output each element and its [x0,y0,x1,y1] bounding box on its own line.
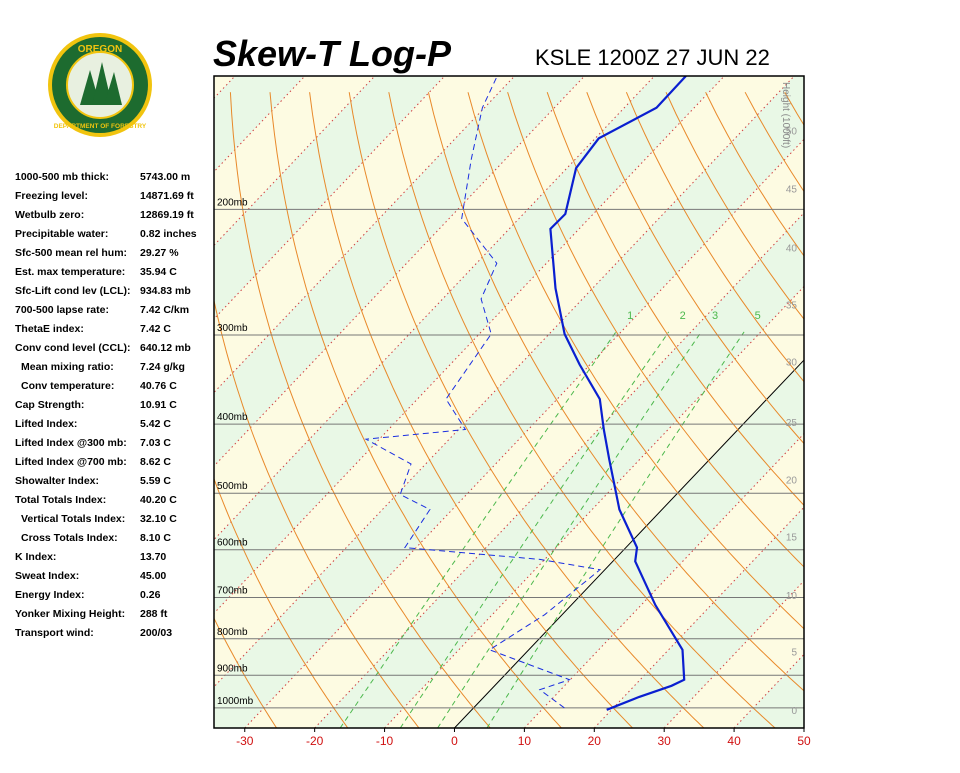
y-tick-label: 200mb [217,197,248,208]
x-tick-label: 10 [518,734,532,748]
chart-subtitle: KSLE 1200Z 27 JUN 22 [535,45,770,70]
x-tick-label: 30 [658,734,672,748]
index-label: Lifted Index @700 mb: [15,456,127,468]
logo-top: OREGON [78,44,122,55]
index-value: 5.59 C [140,475,171,487]
index-value: 40.20 C [140,494,177,506]
height-tick-label: 15 [786,533,798,544]
y-tick-label: 700mb [217,585,248,596]
index-value: 7.24 g/kg [140,361,185,373]
height-tick-label: 25 [786,418,798,429]
index-value: 35.94 C [140,266,177,278]
isotherm [804,76,960,728]
index-value: 5743.00 m [140,171,190,183]
index-value: 934.83 mb [140,285,191,297]
height-tick-label: 40 [786,243,798,254]
height-axis-label: Height (1000ft) [780,82,791,148]
index-value: 8.10 C [140,532,171,544]
x-tick-label: -30 [236,734,254,748]
band [804,76,960,728]
x-tick-label: -10 [376,734,394,748]
index-label: K Index: [15,551,56,563]
x-tick-label: 20 [588,734,602,748]
height-tick-label: 45 [786,185,798,196]
index-label: Cap Strength: [15,399,84,411]
index-label: Lifted Index: [15,418,77,430]
index-value: 32.10 C [140,513,177,525]
height-tick-label: 30 [786,358,798,369]
mixing-ratio-label: 1 [627,310,633,322]
index-value: 40.76 C [140,380,177,392]
index-label: Conv temperature: [21,380,114,392]
x-tick-label: 50 [797,734,811,748]
dry-adiabat [943,92,960,728]
index-label: Transport wind: [15,627,94,639]
index-label: Sweat Index: [15,570,79,582]
index-value: 8.62 C [140,456,171,468]
y-tick-label: 300mb [217,323,248,334]
logo-bottom: DEPARTMENT OF FORESTRY [54,123,147,130]
index-value: 10.91 C [140,399,177,411]
chart-title: Skew-T Log-P [213,33,452,74]
height-tick-label: 0 [791,706,797,717]
y-tick-label: 400mb [217,412,248,423]
index-label: Energy Index: [15,589,84,601]
mixing-ratio-label: 3 [712,310,718,322]
dry-adiabat [785,92,960,728]
index-label: 1000-500 mb thick: [15,171,109,183]
isotherm [874,76,960,728]
height-tick-label: 20 [786,475,798,486]
index-value: 5.42 C [140,418,171,430]
index-value: 14871.69 ft [140,190,194,202]
index-value: 45.00 [140,570,166,582]
index-label: Yonker Mixing Height: [15,608,125,620]
height-tick-label: 5 [791,648,797,659]
y-tick-label: 600mb [217,538,248,549]
index-value: 29.27 % [140,247,179,259]
x-tick-label: 40 [727,734,741,748]
indices: 1000-500 mb thick: 5743.00 m Freezing leve… [15,171,197,639]
index-label: Conv cond level (CCL): [15,342,131,354]
index-label: 700-500 lapse rate: [15,304,109,316]
index-label: Est. max temperature: [15,266,125,278]
x-tick-label: -20 [306,734,324,748]
index-label: Cross Totals Index: [21,532,118,544]
index-label: Showalter Index: [15,475,99,487]
logo: OREGON DEPARTMENT OF FORESTRY [48,33,152,137]
x-tick-label: 0 [451,734,458,748]
index-label: Total Totals Index: [15,494,106,506]
index-value: 13.70 [140,551,166,563]
index-label: Sfc-Lift cond lev (LCL): [15,285,131,297]
index-label: Freezing level: [15,190,88,202]
index-value: 0.26 [140,589,161,601]
index-value: 640.12 mb [140,342,191,354]
height-tick-label: 35 [786,301,798,312]
index-value: 7.42 C/km [140,304,189,316]
y-tick-label: 800mb [217,627,248,638]
index-label: Lifted Index @300 mb: [15,437,127,449]
index-value: 7.03 C [140,437,171,449]
index-label: Mean mixing ratio: [21,361,114,373]
mixing-ratio-label: 2 [680,310,686,322]
index-label: Vertical Totals Index: [21,513,125,525]
index-value: 0.82 inches [140,228,197,240]
index-label: Wetbulb zero: [15,209,84,221]
index-value: 12869.19 ft [140,209,194,221]
dry-adiabat [824,92,960,728]
dry-adiabat [864,92,960,728]
index-label: Sfc-500 mean rel hum: [15,247,127,259]
height-tick-label: 50 [786,126,798,137]
mixing-ratio-label: 5 [755,310,761,322]
y-tick-label: 1000mb [217,696,254,707]
height-tick-label: 10 [786,591,798,602]
dry-adiabat [904,92,960,728]
y-tick-label: 900mb [217,663,248,674]
index-value: 200/03 [140,627,172,639]
index-label: Precipitable water: [15,228,108,240]
index-value: 288 ft [140,608,168,620]
index-label: ThetaE index: [15,323,84,335]
y-tick-label: 500mb [217,481,248,492]
index-value: 7.42 C [140,323,171,335]
